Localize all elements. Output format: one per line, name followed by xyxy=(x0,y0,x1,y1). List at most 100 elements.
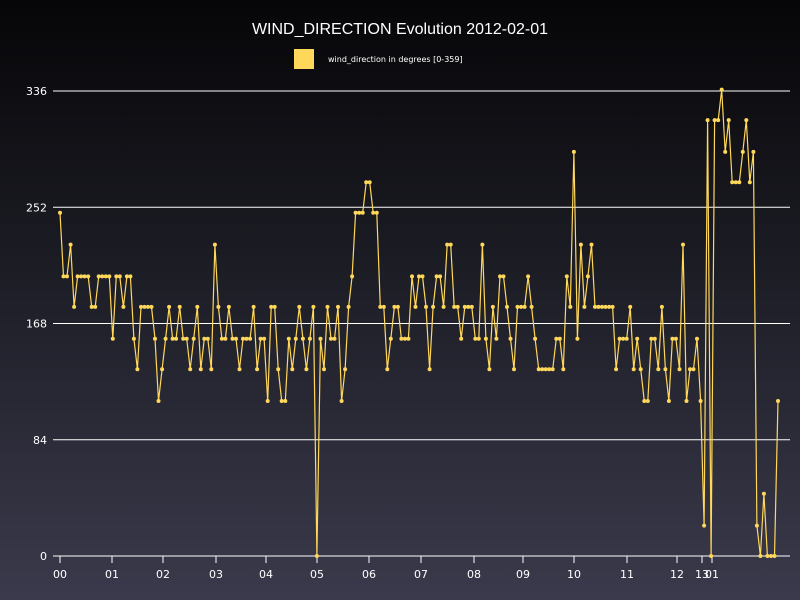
data-point xyxy=(645,399,650,403)
data-point xyxy=(712,118,717,123)
data-point xyxy=(265,399,270,403)
data-point xyxy=(772,554,777,558)
data-point xyxy=(695,336,699,341)
data-point xyxy=(343,367,348,372)
data-point xyxy=(417,274,421,279)
data-point xyxy=(241,336,245,341)
data-point xyxy=(251,304,256,309)
data-point xyxy=(445,242,450,247)
data-point xyxy=(621,336,626,341)
data-point xyxy=(709,554,714,558)
data-point xyxy=(110,336,115,341)
data-point xyxy=(139,304,143,309)
data-point xyxy=(617,336,622,341)
data-point xyxy=(733,180,738,185)
data-point xyxy=(89,304,94,309)
data-point xyxy=(455,304,460,309)
x-tick-label: 05 xyxy=(310,568,324,581)
data-point xyxy=(146,304,150,309)
data-point xyxy=(529,304,534,309)
data-point xyxy=(744,118,749,123)
chart-title: WIND_DIRECTION Evolution 2012-02-01 xyxy=(252,21,548,38)
data-point xyxy=(149,304,154,309)
data-point xyxy=(635,336,640,341)
data-point xyxy=(318,336,323,341)
data-point xyxy=(737,180,742,185)
data-point xyxy=(585,274,590,279)
data-point xyxy=(374,210,379,215)
data-point xyxy=(163,336,168,341)
data-point xyxy=(642,399,647,403)
data-point xyxy=(582,304,587,309)
data-point xyxy=(684,399,689,403)
data-point xyxy=(547,367,552,372)
data-point xyxy=(666,399,671,403)
data-point xyxy=(202,336,207,341)
data-point xyxy=(716,118,721,123)
data-point xyxy=(124,274,129,279)
data-point xyxy=(364,180,369,185)
data-point xyxy=(378,304,383,309)
data-point xyxy=(174,336,179,341)
data-point xyxy=(244,336,249,341)
x-tick-label: 09 xyxy=(516,568,530,581)
data-point xyxy=(103,274,108,279)
data-point xyxy=(747,180,752,185)
x-tick-label: 01 xyxy=(705,568,719,581)
x-tick-label: 08 xyxy=(467,568,481,581)
data-point xyxy=(550,367,555,372)
x-tick-label: 07 xyxy=(414,568,428,581)
data-point xyxy=(536,367,541,372)
data-point xyxy=(494,336,499,341)
data-point xyxy=(135,367,140,372)
data-point xyxy=(385,367,390,372)
data-point xyxy=(230,336,235,341)
data-point xyxy=(688,367,692,372)
data-point xyxy=(631,367,636,372)
data-point xyxy=(498,274,502,279)
data-point xyxy=(508,336,513,341)
data-point xyxy=(723,149,728,154)
data-point xyxy=(184,336,189,341)
data-point xyxy=(339,399,344,403)
data-point xyxy=(212,242,217,247)
data-point xyxy=(262,336,267,341)
data-point xyxy=(557,336,562,341)
data-point xyxy=(114,274,119,279)
data-point xyxy=(420,274,425,279)
data-point xyxy=(269,304,274,309)
data-point xyxy=(628,304,633,309)
data-point xyxy=(578,242,583,247)
legend-label: wind_direction in degrees [0-359] xyxy=(328,55,463,64)
data-point xyxy=(533,336,538,341)
data-point xyxy=(431,304,436,309)
data-point xyxy=(346,304,351,309)
data-point xyxy=(681,242,685,247)
data-point xyxy=(93,304,98,309)
data-point xyxy=(79,274,84,279)
data-point xyxy=(167,304,172,309)
data-point xyxy=(726,118,731,123)
data-point xyxy=(276,367,281,372)
data-point xyxy=(476,336,481,341)
x-tick-label: 13 xyxy=(695,568,709,581)
data-point xyxy=(128,274,133,279)
data-point xyxy=(279,399,284,403)
data-point xyxy=(209,367,214,372)
data-point xyxy=(751,149,756,154)
x-tick-label: 02 xyxy=(156,568,170,581)
data-point xyxy=(677,367,682,372)
data-point xyxy=(761,491,766,496)
data-point xyxy=(505,304,509,309)
data-point xyxy=(248,336,253,341)
data-point xyxy=(283,399,288,403)
data-point xyxy=(304,367,309,372)
data-point xyxy=(719,87,724,92)
data-point xyxy=(68,242,73,247)
data-point xyxy=(459,336,464,341)
data-point xyxy=(589,242,594,247)
data-point xyxy=(512,367,516,372)
data-point xyxy=(487,367,492,372)
data-point xyxy=(234,336,238,341)
